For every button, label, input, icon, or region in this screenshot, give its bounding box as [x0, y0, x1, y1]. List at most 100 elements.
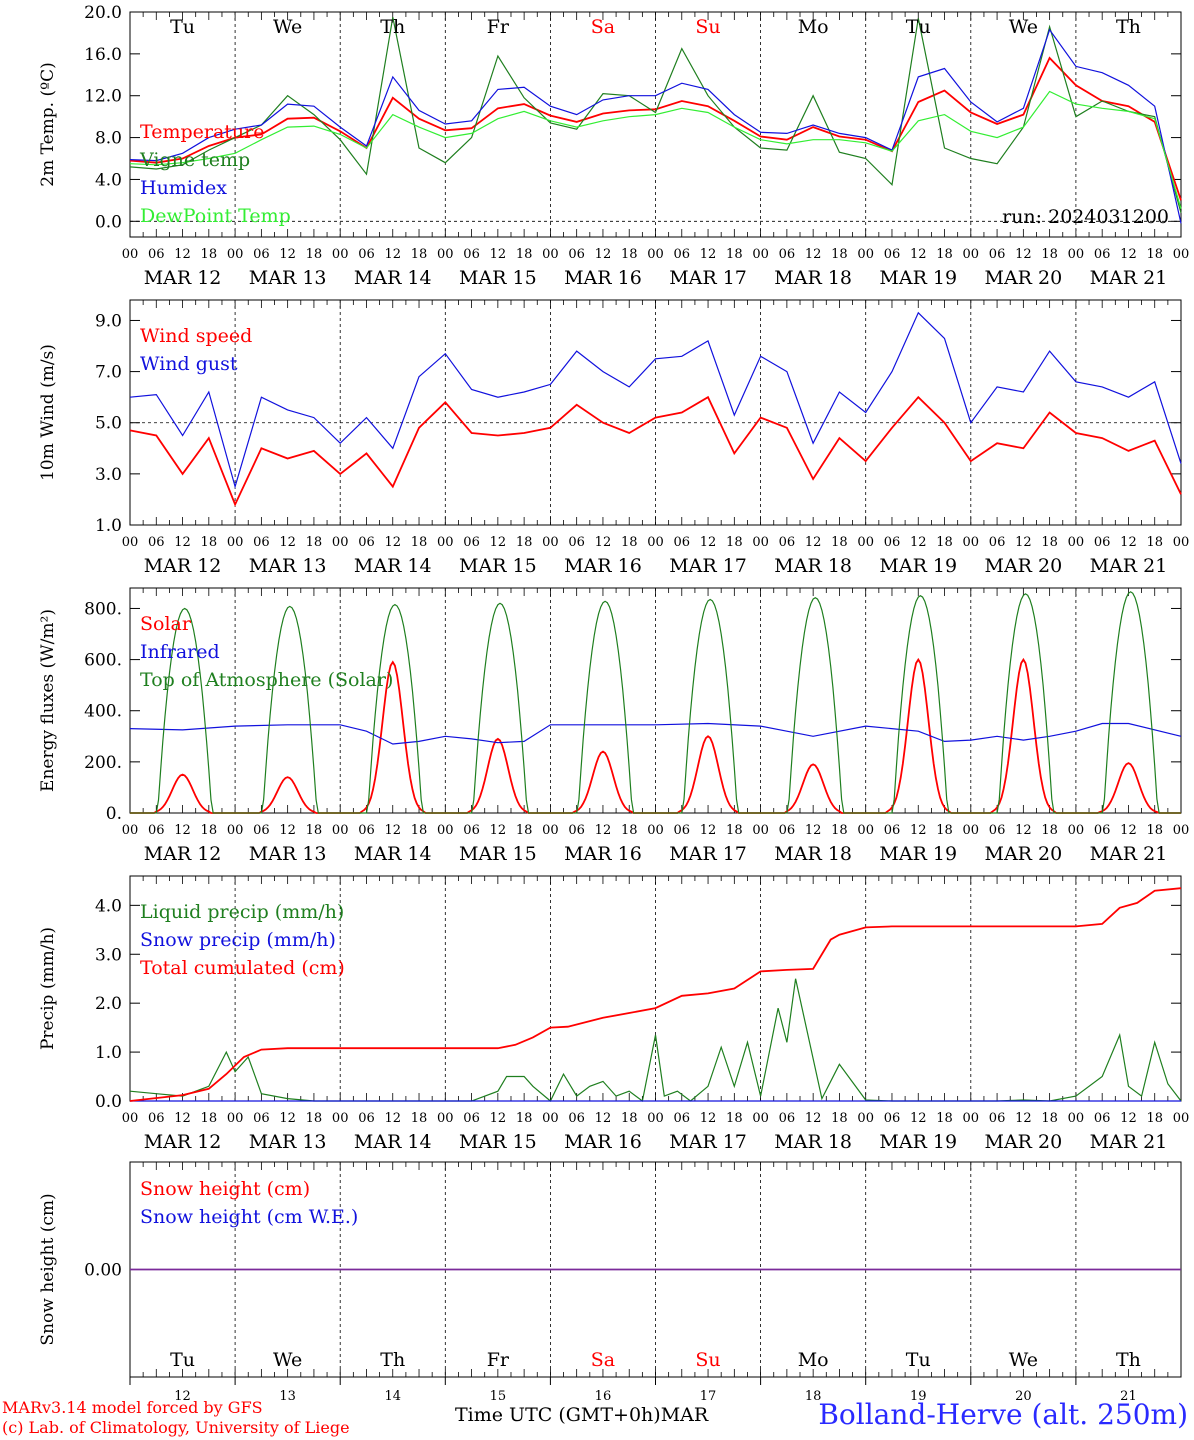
hour-tick-label: 06 [779, 535, 796, 550]
hour-tick-label: 06 [989, 823, 1006, 838]
hour-tick-label: 06 [568, 535, 585, 550]
hour-tick-label: 06 [779, 823, 796, 838]
date-label: MAR 17 [669, 1131, 747, 1153]
hour-tick-label: 00 [122, 247, 139, 262]
hour-tick-label: 00 [542, 247, 559, 262]
day-label: Su [695, 16, 720, 38]
date-label: MAR 14 [354, 267, 432, 289]
series-line [129, 17, 1182, 214]
model-credit: MARv3.14 model forced by GFS [2, 1398, 263, 1417]
hour-tick-label: 12 [279, 247, 296, 262]
hour-tick-label: 00 [857, 823, 874, 838]
hour-tick-label: 06 [148, 1111, 165, 1126]
hour-tick-label: 12 [279, 1111, 296, 1126]
hour-tick-label: 12 [805, 535, 822, 550]
date-label: MAR 13 [249, 267, 327, 289]
hour-tick-label: 00 [647, 535, 664, 550]
day-label: Tu [906, 16, 931, 38]
day-label: Tu [170, 16, 195, 38]
panel-3 [129, 587, 1182, 814]
date-label: MAR 18 [774, 267, 852, 289]
plot-frame [129, 299, 1182, 526]
series-line [129, 311, 1182, 489]
series-line [129, 722, 1182, 745]
hour-tick-label: 06 [1094, 247, 1111, 262]
hour-tick-label: 06 [463, 535, 480, 550]
panel-1 [129, 11, 1182, 238]
hour-tick-label: 18 [201, 247, 218, 262]
hour-tick-label: 06 [989, 535, 1006, 550]
y-tick-label: 600. [84, 651, 122, 671]
legend-entry: DewPoint Temp [140, 205, 291, 227]
hour-tick-label: 00 [332, 247, 349, 262]
legend-entry: Snow height (cm) [140, 1178, 310, 1200]
series-line [129, 395, 1182, 507]
hour-tick-label: 12 [700, 823, 717, 838]
hour-tick-label: 18 [936, 823, 953, 838]
hour-tick-label: 18 [411, 823, 428, 838]
hour-tick-label: 18 [306, 535, 323, 550]
hour-tick-label: 00 [227, 247, 244, 262]
hour-tick-label: 12 [279, 535, 296, 550]
date-label: MAR 18 [774, 843, 852, 865]
hour-tick-label: 06 [674, 535, 691, 550]
date-label: MAR 20 [984, 267, 1062, 289]
hour-tick-label: 12 [384, 535, 401, 550]
day-label: We [273, 16, 302, 38]
hour-tick-label: 18 [306, 1111, 323, 1126]
hour-tick-label: 12 [910, 535, 927, 550]
hour-tick-label: 06 [463, 247, 480, 262]
date-label: MAR 21 [1090, 1131, 1168, 1153]
hour-tick-label: 18 [1041, 1111, 1058, 1126]
hour-tick-label: 18 [936, 1111, 953, 1126]
y-tick-label: 0. [106, 804, 122, 824]
hour-tick-label: 12 [1120, 1111, 1137, 1126]
hour-tick-label: 12 [384, 1111, 401, 1126]
panel-5 [129, 1161, 1182, 1385]
hour-tick-label: 00 [752, 823, 769, 838]
y-tick-label: 200. [84, 753, 122, 773]
panel-4 [129, 875, 1182, 1103]
y-tick-label: 800. [84, 599, 122, 619]
legend-entry: Wind speed [140, 325, 252, 347]
y-tick-label: 4.0 [95, 896, 122, 916]
hour-tick-label: 18 [516, 247, 533, 262]
hour-tick-label: 18 [516, 823, 533, 838]
hour-tick-label: 06 [1094, 1111, 1111, 1126]
hour-tick-label: 18 [1041, 535, 1058, 550]
hour-tick-label: 12 [595, 535, 612, 550]
hour-tick-label: 06 [358, 247, 375, 262]
hour-tick-label: 06 [568, 1111, 585, 1126]
hour-tick-label: 12 [174, 823, 191, 838]
day-label: We [1009, 1349, 1038, 1371]
hour-tick-label: 00 [1068, 535, 1085, 550]
lab-credit: (c) Lab. of Climatology, University of L… [2, 1418, 350, 1437]
hour-tick-label: 00 [437, 247, 454, 262]
legend-entry: Liquid precip (mm/h) [140, 901, 344, 923]
hour-tick-label: 12 [1015, 823, 1032, 838]
hour-tick-label: 12 [1120, 247, 1137, 262]
hour-tick-label: 00 [857, 535, 874, 550]
hour-tick-label: 18 [726, 247, 743, 262]
hour-tick-label: 12 [1120, 535, 1137, 550]
date-label: MAR 17 [669, 843, 747, 865]
hour-tick-label: 18 [726, 823, 743, 838]
hour-tick-label: 18 [831, 1111, 848, 1126]
date-number-label: 20 [1015, 1389, 1032, 1404]
date-label: MAR 15 [459, 1131, 537, 1153]
day-label: Sa [591, 16, 615, 38]
legend-entry: Vigne temp [139, 149, 250, 171]
day-label: Th [380, 1349, 405, 1371]
hour-tick-label: 06 [1094, 823, 1111, 838]
hour-tick-label: 18 [201, 1111, 218, 1126]
hour-tick-label: 18 [201, 823, 218, 838]
date-number-label: 18 [805, 1389, 822, 1404]
hour-tick-label: 00 [122, 823, 139, 838]
hour-tick-label: 00 [1173, 535, 1190, 550]
day-label: Fr [487, 1349, 510, 1371]
hour-tick-label: 18 [411, 1111, 428, 1126]
hour-tick-label: 18 [621, 1111, 638, 1126]
hour-tick-label: 12 [1015, 247, 1032, 262]
hour-tick-label: 18 [831, 247, 848, 262]
